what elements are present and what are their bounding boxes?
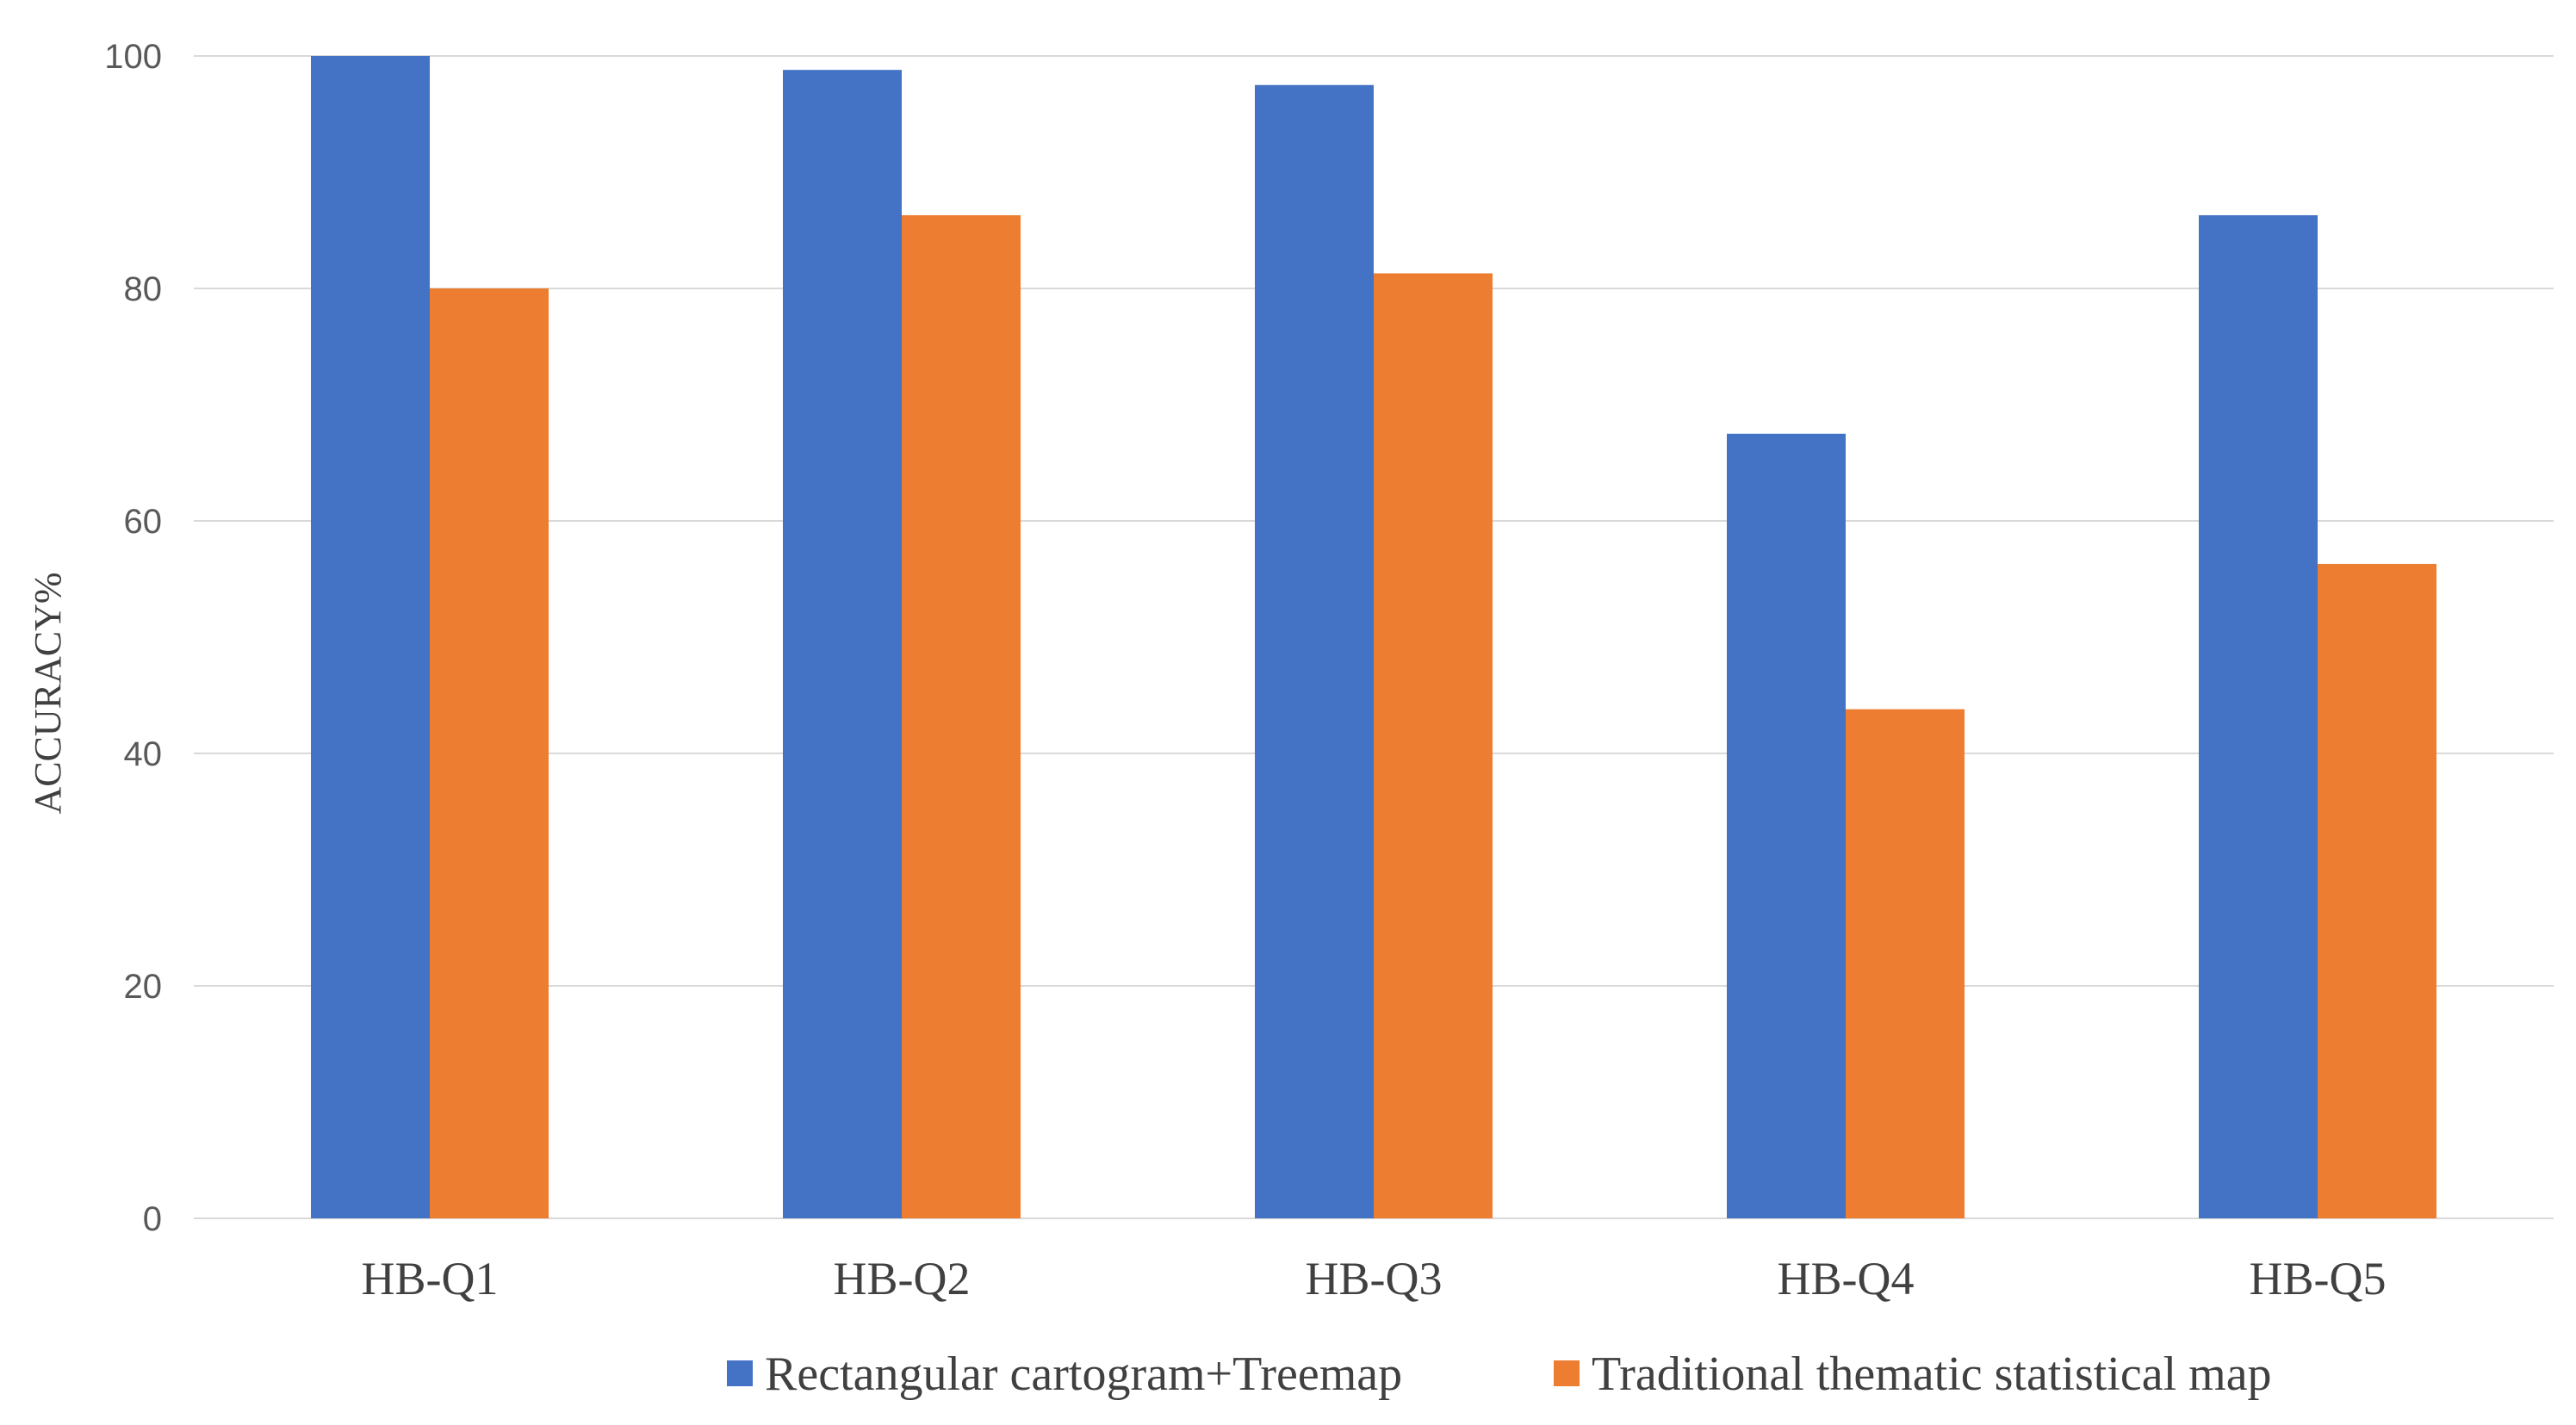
legend-label-rectangular-cartogram-treemap: Rectangular cartogram+Treemap <box>765 1348 1402 1401</box>
bar-hb-q3-series-2 <box>1374 273 1493 1219</box>
bar-hb-q4-series-1 <box>1727 433 1846 1218</box>
legend-swatch-rectangular-cartogram-treemap <box>727 1360 753 1386</box>
bar-hb-q1-series-2 <box>430 288 549 1218</box>
legend: Rectangular cartogram+Treemap Traditiona… <box>727 1348 2272 1401</box>
bar-hb-q5-series-2 <box>2318 563 2436 1218</box>
legend-label-traditional-thematic-statistical-map: Traditional thematic statistical map <box>1592 1348 2272 1401</box>
x-tick-label-hb-q2: HB-Q2 <box>834 1253 971 1304</box>
bar-hb-q1-series-1 <box>311 56 430 1218</box>
bar-hb-q2-series-1 <box>783 70 902 1219</box>
y-tick-label-60: 60 <box>124 503 163 541</box>
bar-hb-q2-series-2 <box>902 214 1021 1219</box>
y-tick-label-20: 20 <box>124 968 163 1006</box>
x-tick-label-hb-q3: HB-Q3 <box>1306 1253 1443 1304</box>
x-tick-label-hb-q4: HB-Q4 <box>1778 1253 1915 1304</box>
bar-hb-q3-series-1 <box>1255 84 1374 1218</box>
x-tick-label-hb-q5: HB-Q5 <box>2250 1253 2387 1304</box>
x-tick-label-hb-q1: HB-Q1 <box>362 1253 499 1304</box>
y-axis-ticks: 0 20 40 60 80 100 <box>104 38 162 1238</box>
bar-hb-q4-series-2 <box>1846 709 1965 1218</box>
y-tick-label-0: 0 <box>143 1200 162 1238</box>
y-tick-label-40: 40 <box>124 735 163 773</box>
legend-swatch-traditional-thematic-statistical-map <box>1554 1360 1580 1386</box>
bar-hb-q5-series-1 <box>2199 214 2318 1219</box>
bars <box>311 56 2436 1219</box>
y-tick-label-100: 100 <box>104 38 162 76</box>
y-axis-label: ACCURACY% <box>27 572 69 814</box>
y-tick-label-80: 80 <box>124 270 163 308</box>
x-axis-ticks: HB-Q1 HB-Q2 HB-Q3 HB-Q4 HB-Q5 <box>362 1253 2387 1304</box>
